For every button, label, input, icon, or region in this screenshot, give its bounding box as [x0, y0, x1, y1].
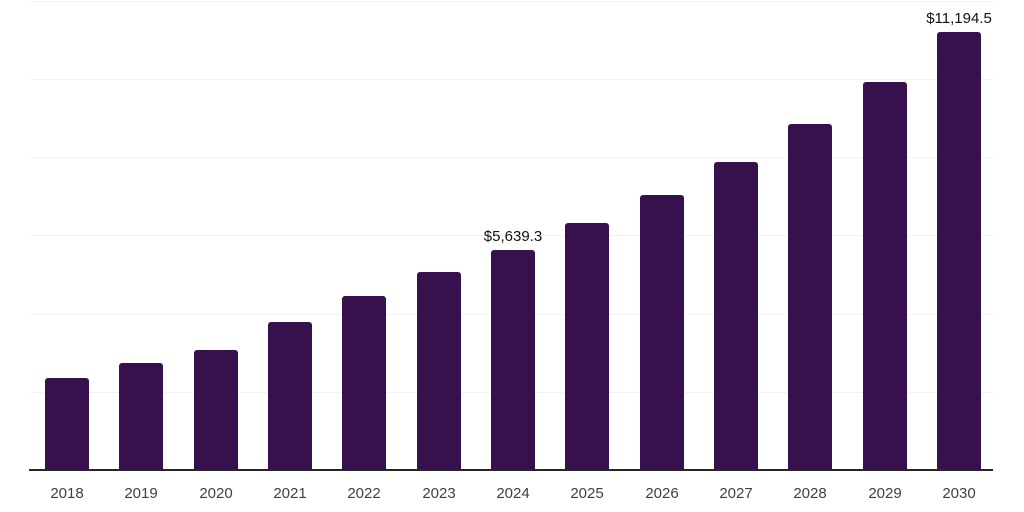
gridline [30, 235, 993, 236]
x-tick-label-2022: 2022 [347, 485, 381, 502]
x-tick-label-2025: 2025 [570, 485, 604, 502]
x-tick-label-2030: 2030 [942, 485, 976, 502]
bar-2022 [342, 296, 386, 470]
gridline [30, 157, 993, 158]
bar-2029 [863, 82, 907, 470]
bar-2028 [788, 124, 832, 470]
value-label-2024: $5,639.3 [483, 228, 543, 245]
value-label-2030: $11,194.5 [926, 10, 992, 27]
x-tick-label-2019: 2019 [124, 485, 158, 502]
x-tick-label-2024: 2024 [496, 485, 530, 502]
x-tick-label-2023: 2023 [422, 485, 456, 502]
x-tick-label-2021: 2021 [273, 485, 307, 502]
bar-2025 [565, 223, 609, 470]
bar-2026 [640, 195, 684, 470]
x-tick-label-2020: 2020 [199, 485, 233, 502]
bar-2023 [417, 272, 461, 470]
plot-area: $5,639.3 $11,194.5 [30, 1, 993, 470]
x-tick-label-2029: 2029 [868, 485, 902, 502]
x-tick-label-2028: 2028 [793, 485, 827, 502]
x-axis-labels: 2018 2019 2020 2021 2022 2023 2024 2025 2026 2027… [30, 486, 993, 506]
x-tick-label-2018: 2018 [50, 485, 84, 502]
gridline [30, 1, 993, 2]
bar-2027 [714, 162, 758, 470]
x-tick-label-2027: 2027 [719, 485, 753, 502]
bar-2021 [268, 322, 312, 470]
bar-2020 [194, 350, 238, 470]
bar-2024 [491, 250, 535, 470]
bar-2019 [119, 363, 163, 470]
gridline [30, 79, 993, 80]
bar-2018 [45, 378, 89, 470]
x-axis-line [29, 469, 993, 471]
bar-2030 [937, 32, 981, 470]
x-tick-label-2026: 2026 [645, 485, 679, 502]
